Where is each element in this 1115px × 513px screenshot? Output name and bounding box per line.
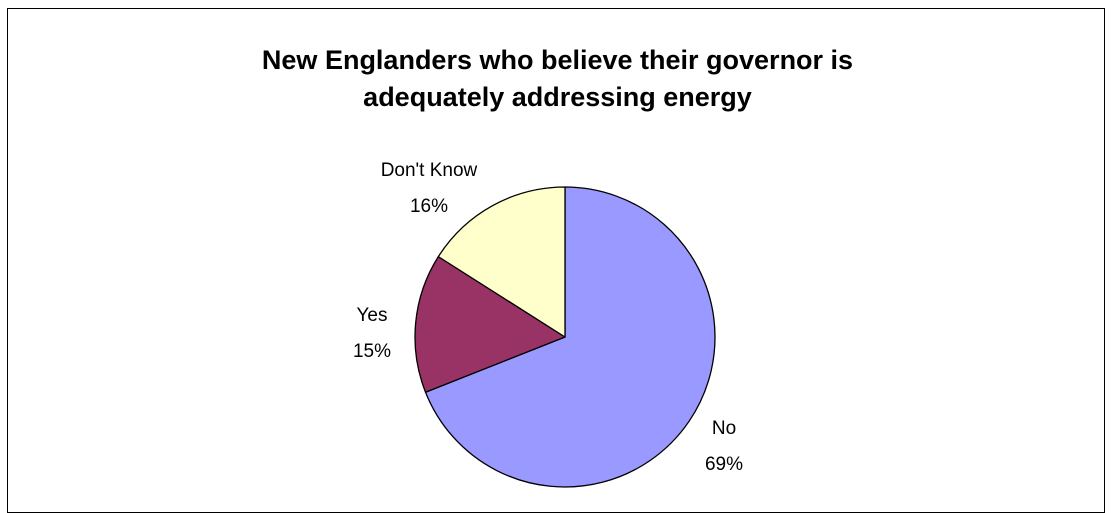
chart-title: New Englanders who believe their governo… bbox=[0, 42, 1115, 116]
pie-labels: No 69% Yes 15% Don't Know 16% bbox=[353, 160, 743, 475]
slice-label-no: No bbox=[712, 418, 736, 439]
chart-title-line-1: New Englanders who believe their governo… bbox=[261, 45, 854, 75]
pie-slice-no bbox=[424, 186, 716, 488]
pie-slices bbox=[414, 186, 716, 488]
chart-title-line-2: adequately addressing energy bbox=[363, 82, 752, 112]
slice-value-yes: 15% bbox=[353, 341, 391, 362]
pie-slice-yes bbox=[414, 255, 566, 393]
slice-label-dont-know: Don't Know bbox=[381, 160, 478, 181]
pie-slice-don-t-know bbox=[437, 186, 566, 338]
slice-value-dont-know: 16% bbox=[410, 196, 448, 217]
slice-label-yes: Yes bbox=[357, 305, 388, 326]
slice-value-no: 69% bbox=[705, 454, 743, 475]
